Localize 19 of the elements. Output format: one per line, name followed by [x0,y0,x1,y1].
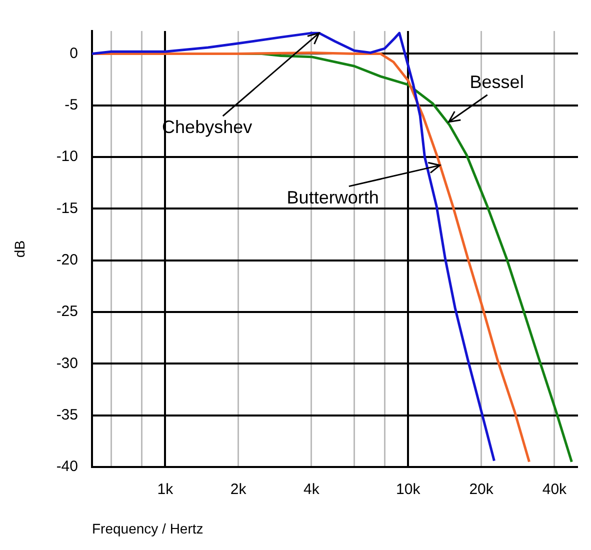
y-tick-label: -35 [56,406,78,424]
y-tick-label: -30 [56,354,78,372]
y-tick-label: -20 [56,252,78,269]
x-tick-label: 2k [230,481,247,498]
y-tick-label: -25 [56,303,78,320]
x-axis-title: Frequency / Hertz [92,520,204,536]
y-tick-label: -40 [56,458,78,476]
y-tick-label: -15 [56,200,78,217]
x-tick-label: 40k [542,481,568,498]
y-axis-title: dB [11,240,28,258]
annotation: Bessel [470,72,524,92]
y-tick-label: 0 [70,44,78,62]
y-tick-label: -5 [64,96,78,114]
x-tick-label: 20k [469,481,494,498]
x-tick-label: 1k [157,481,174,498]
annotation: Butterworth [286,187,379,208]
y-tick-label: -10 [56,148,78,166]
x-tick-label: 10k [396,481,421,498]
x-tick-label: 4k [304,481,320,498]
